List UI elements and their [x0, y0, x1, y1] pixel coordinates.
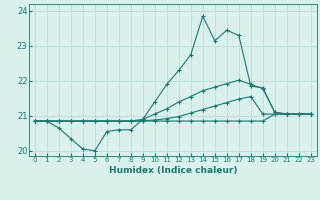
X-axis label: Humidex (Indice chaleur): Humidex (Indice chaleur) [108, 166, 237, 175]
